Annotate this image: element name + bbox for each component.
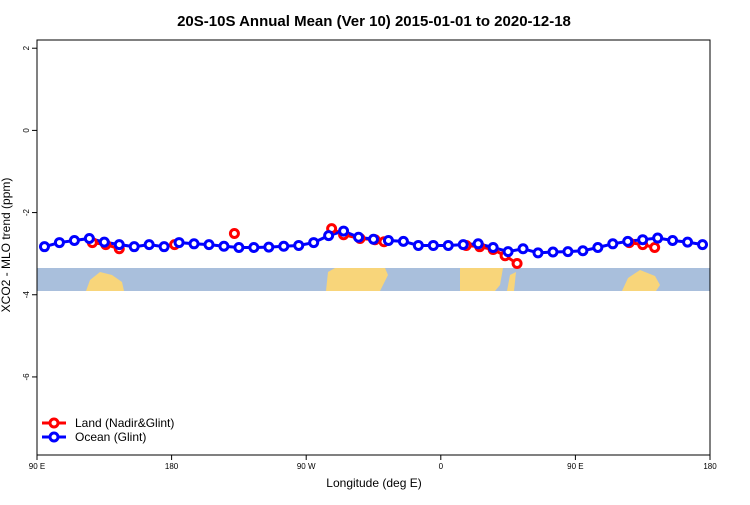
data-point — [607, 238, 619, 250]
data-point — [308, 237, 320, 249]
data-point — [532, 247, 544, 259]
x-tick-label: 180 — [165, 462, 179, 471]
data-point — [98, 236, 110, 248]
data-point — [338, 225, 350, 237]
data-point — [218, 240, 230, 252]
data-point — [38, 241, 50, 253]
data-point — [382, 235, 394, 247]
y-tick-label: 0 — [22, 128, 31, 133]
data-point — [511, 258, 523, 270]
x-tick-label: 90 W — [297, 462, 316, 471]
y-tick-label: 2 — [22, 45, 31, 50]
data-point — [472, 238, 484, 250]
data-point — [592, 242, 604, 253]
data-point — [263, 241, 275, 253]
data-point — [427, 239, 439, 251]
data-point — [68, 235, 80, 247]
data-point — [562, 246, 574, 258]
data-point — [248, 242, 260, 253]
data-point — [622, 235, 634, 247]
data-point — [353, 231, 365, 243]
data-point — [697, 239, 709, 251]
data-point — [652, 232, 664, 244]
data-point — [517, 243, 529, 255]
y-axis-label: XCO2 - MLO trend (ppm) — [0, 178, 13, 313]
data-point — [667, 235, 679, 247]
data-point — [368, 233, 379, 245]
y-tick-label: -6 — [22, 373, 31, 381]
chart-title: 20S-10S Annual Mean (Ver 10) 2015-01-01 … — [177, 13, 571, 30]
x-axis-label: Longitude (deg E) — [326, 476, 421, 490]
data-point — [649, 242, 661, 253]
x-tick-label: 90 E — [567, 462, 583, 471]
x-tick-label: 0 — [439, 462, 444, 471]
data-point — [128, 241, 140, 253]
data-point — [682, 236, 694, 248]
x-tick-label: 180 — [703, 462, 717, 471]
x-tick-label: 90 E — [29, 462, 45, 471]
data-point — [412, 239, 424, 251]
data-point — [577, 245, 589, 257]
data-point — [637, 234, 649, 246]
data-point — [188, 238, 200, 250]
data-point — [278, 240, 290, 252]
data-point — [53, 237, 65, 249]
plot-frame — [36, 39, 711, 456]
legend: Land (Nadir&Glint) Ocean (Glint) — [42, 416, 174, 444]
data-point — [502, 246, 514, 258]
data-point — [457, 239, 469, 251]
data-point — [83, 232, 95, 244]
data-point — [158, 241, 170, 253]
y-tick-label: -4 — [22, 291, 31, 299]
map-strip — [37, 268, 710, 291]
data-point — [228, 228, 240, 240]
data-point — [442, 239, 454, 251]
data-point — [293, 239, 305, 251]
data-point — [203, 239, 215, 251]
data-point — [487, 242, 499, 253]
data-point — [113, 239, 125, 251]
legend-entry: Land (Nadir&Glint) — [75, 416, 174, 430]
data-point — [547, 246, 559, 258]
data-point — [323, 230, 335, 242]
data-point — [233, 242, 245, 253]
data-point — [143, 239, 155, 251]
legend-entry: Ocean (Glint) — [75, 430, 146, 444]
data-point — [173, 237, 185, 249]
y-tick-label: -2 — [22, 208, 31, 216]
data-point — [397, 235, 409, 247]
